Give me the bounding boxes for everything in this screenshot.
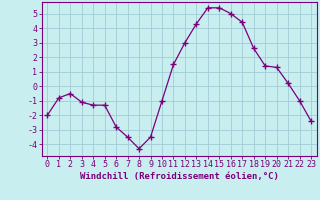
X-axis label: Windchill (Refroidissement éolien,°C): Windchill (Refroidissement éolien,°C)	[80, 172, 279, 181]
